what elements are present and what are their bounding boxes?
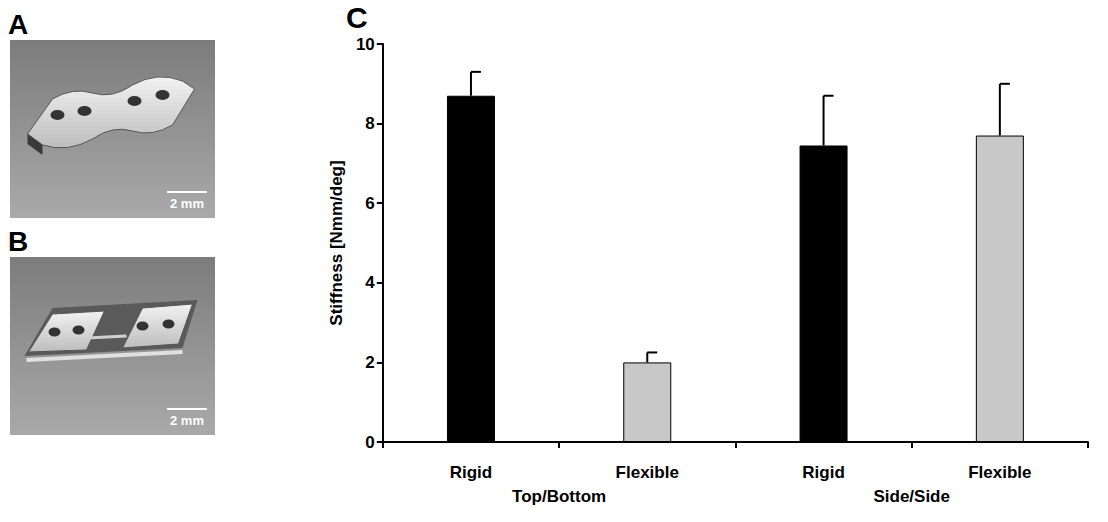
svg-text:2 mm: 2 mm <box>170 413 204 428</box>
svg-text:4: 4 <box>365 273 375 292</box>
svg-text:0: 0 <box>365 433 374 452</box>
svg-text:Flexible: Flexible <box>616 463 679 482</box>
svg-text:Side/Side: Side/Side <box>873 487 950 506</box>
svg-text:A: A <box>8 9 28 40</box>
svg-text:10: 10 <box>356 35 375 54</box>
svg-text:C: C <box>346 1 368 34</box>
svg-text:Rigid: Rigid <box>802 463 845 482</box>
svg-text:2 mm: 2 mm <box>170 196 204 211</box>
svg-text:Flexible: Flexible <box>968 463 1031 482</box>
svg-text:8: 8 <box>365 114 374 133</box>
svg-text:6: 6 <box>365 194 374 213</box>
svg-text:2: 2 <box>365 353 374 372</box>
svg-text:Stiffness [Nmm/deg]: Stiffness [Nmm/deg] <box>327 160 346 325</box>
svg-text:B: B <box>8 226 28 257</box>
svg-text:Top/Bottom: Top/Bottom <box>512 487 606 506</box>
svg-text:Rigid: Rigid <box>450 463 493 482</box>
